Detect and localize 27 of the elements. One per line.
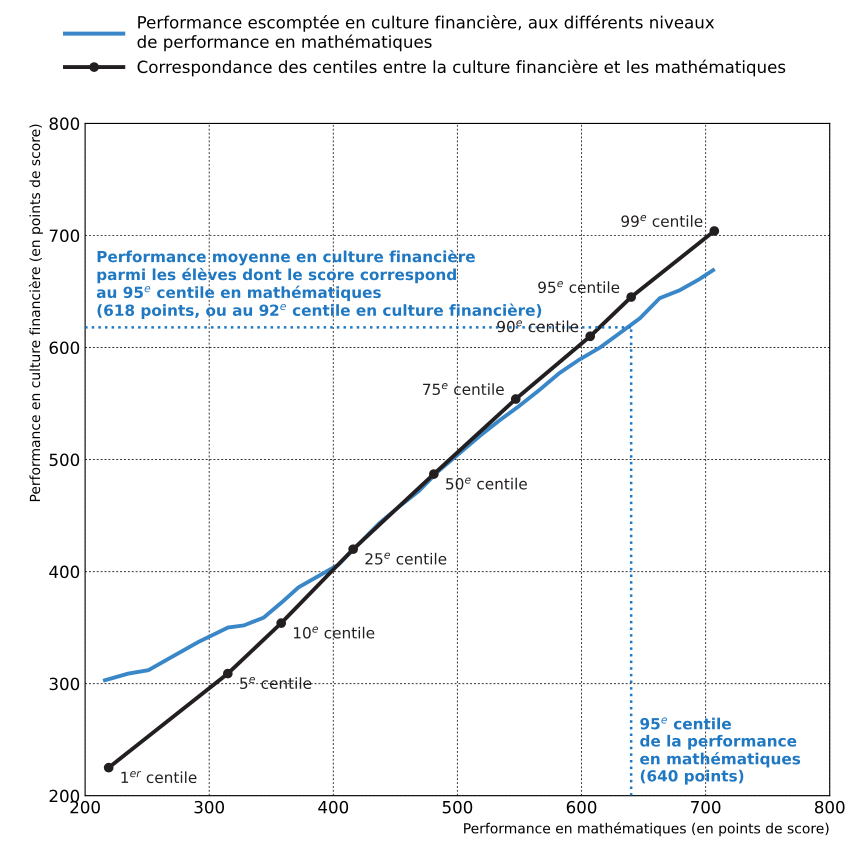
x-tick-label: 400	[318, 800, 348, 814]
y-tick-label: 200	[50, 790, 80, 802]
x-tick-label: 300	[194, 800, 224, 814]
y-tick-label: 800	[50, 117, 80, 130]
y-tick-label: 400	[49, 566, 80, 578]
x-tick-label: 700	[691, 800, 720, 814]
legend-label: Performance escomptée en culture financière, aux différents niveaux de performance en mathématiques	[138, 15, 714, 52]
annotation: 90$^{e}$ centile	[497, 320, 578, 332]
x-axis-title: Performance en mathématiques (en points de score)	[464, 822, 829, 836]
y-tick-label: 700	[50, 229, 80, 242]
annotation: 75$^{e}$ centile	[423, 383, 504, 396]
x-tick-label: 800	[814, 800, 845, 814]
y-tick-label: 600	[50, 341, 80, 354]
y-axis-title: Performance en culture financière (en points de score)	[28, 124, 43, 502]
y-tick-label: 500	[50, 454, 80, 466]
x-tick-label: 200	[70, 800, 100, 814]
annotation: 1$^{er}$ centile	[121, 771, 196, 784]
annotation: 99$^{e}$ centile	[621, 214, 702, 227]
y-tick-label: 300	[50, 678, 80, 690]
annotation: 25$^{e}$ centile	[365, 552, 446, 565]
x-tick-label: 500	[442, 800, 472, 814]
annotation: 5$^{e}$ centile	[240, 676, 312, 690]
x-tick-label: 600	[566, 800, 596, 814]
annotation: 95$^{e}$ centile de la performance en mathématiques (640 points)	[640, 717, 800, 785]
annotation: 10$^{e}$ centile	[294, 626, 374, 639]
legend-label: Correspondance des centiles entre la culture financière et les mathématiques	[138, 60, 786, 76]
annotation: 50$^{e}$ centile	[446, 478, 527, 490]
